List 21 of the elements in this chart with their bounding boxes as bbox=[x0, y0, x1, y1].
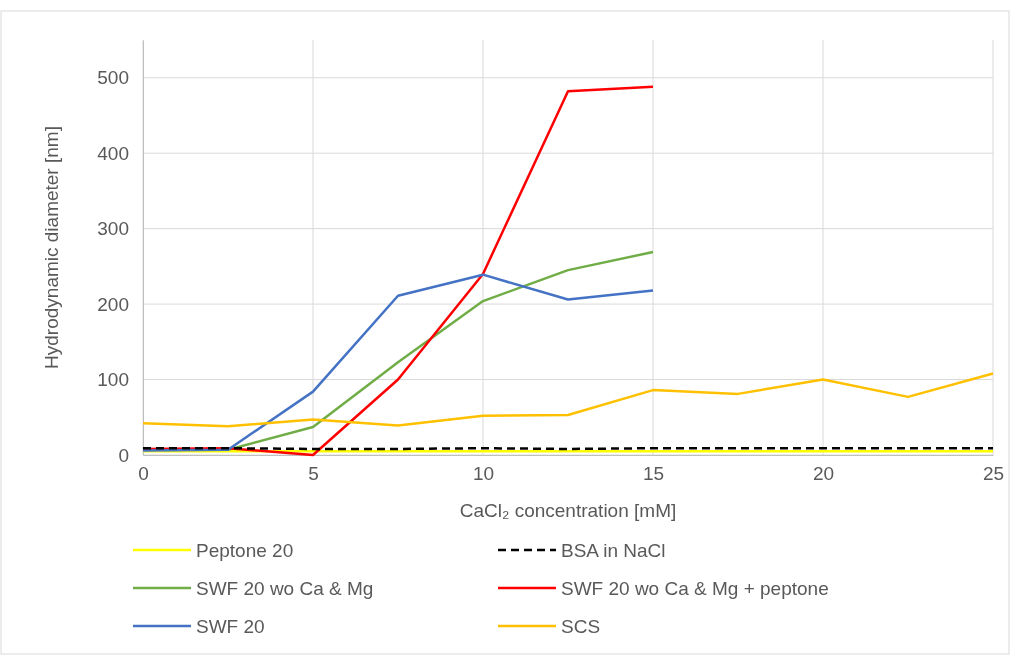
x-tick-label: 25 bbox=[982, 463, 1005, 485]
y-tick-label: 500 bbox=[97, 67, 129, 89]
x-tick-label: 10 bbox=[472, 463, 495, 485]
y-tick-label: 300 bbox=[97, 218, 129, 240]
x-axis-title: CaCl₂ concentration [mM] bbox=[459, 500, 677, 521]
y-tick-label: 100 bbox=[97, 369, 129, 391]
x-tick-label: 0 bbox=[138, 463, 149, 485]
y-tick-label: 200 bbox=[97, 293, 129, 315]
legend-label: SWF 20 wo Ca & Mg + peptone bbox=[561, 578, 829, 599]
legend-label: BSA in NaCl bbox=[561, 540, 666, 561]
legend-label: SWF 20 bbox=[196, 616, 265, 637]
legend-label: SCS bbox=[561, 616, 601, 637]
legend-label: Peptone 20 bbox=[196, 540, 294, 561]
x-tick-label: 20 bbox=[812, 463, 835, 485]
line-series bbox=[141, 372, 995, 428]
y-axis-title: Hydrodynamic diameter [nm] bbox=[41, 126, 62, 369]
legend-label: SWF 20 wo Ca & Mg bbox=[196, 578, 374, 599]
y-tick-label: 400 bbox=[97, 142, 129, 164]
y-tick-label: 0 bbox=[118, 444, 129, 466]
x-tick-label: 5 bbox=[308, 463, 319, 485]
x-tick-label: 15 bbox=[642, 463, 665, 485]
